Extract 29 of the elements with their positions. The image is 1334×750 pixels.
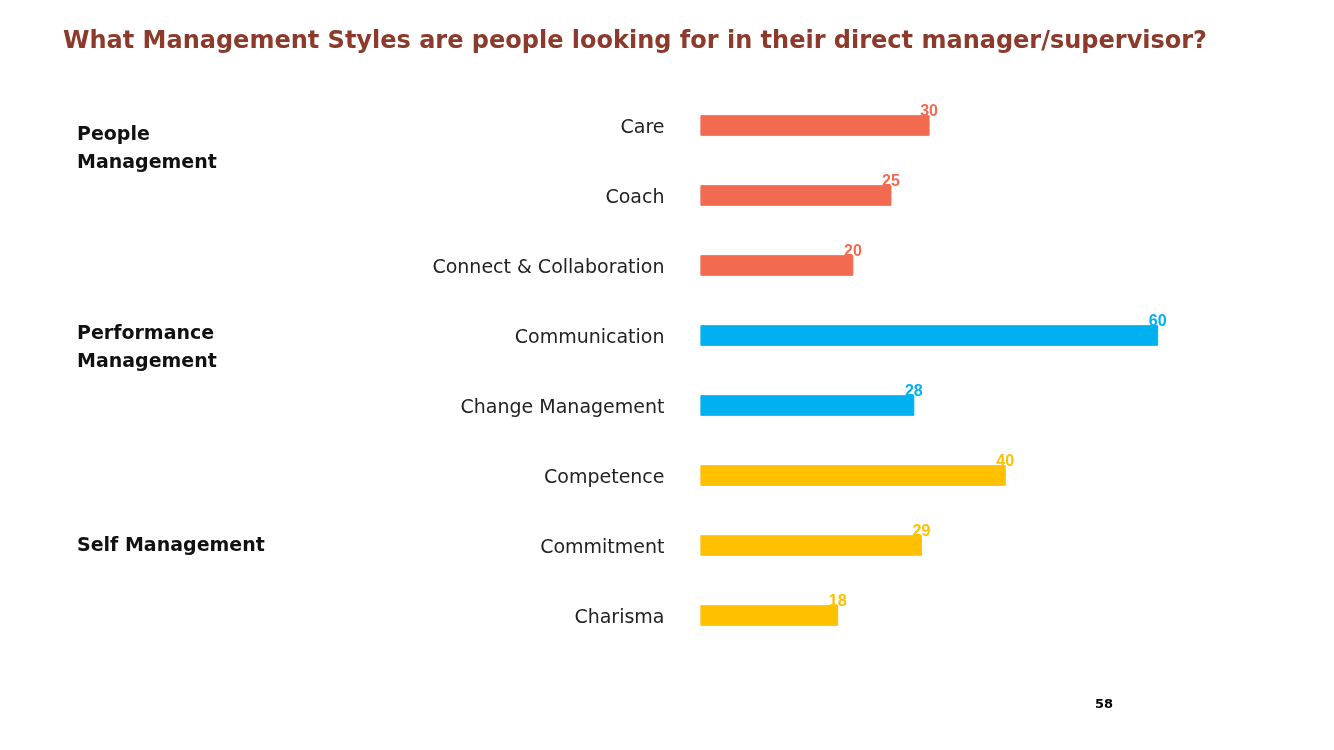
y-tick-label: Care (620, 114, 665, 137)
text: Self Management (77, 531, 266, 557)
data-label: 18 (828, 591, 847, 609)
data-label: 28 (904, 381, 923, 399)
data-label: 29 (912, 521, 931, 539)
bar (700, 395, 915, 416)
data-label: 60 (1148, 311, 1167, 329)
y-tick-label: Coach (605, 184, 665, 207)
data-label: 40 (996, 451, 1015, 469)
chart-title: What Management Styles are people looking for in their direct manager/supervisor? (63, 25, 1208, 56)
bar (700, 255, 854, 276)
text: Performance Management (77, 319, 218, 373)
y-tick-label: Change Management (460, 394, 665, 417)
text: 58 (1095, 695, 1114, 713)
bar (700, 325, 1159, 346)
data-label: 30 (920, 101, 939, 119)
text: People Management (77, 120, 218, 174)
y-tick-label: Competence (544, 464, 665, 487)
data-label: 20 (843, 241, 862, 259)
y-tick-label: Communication (514, 324, 665, 347)
bar (700, 185, 892, 206)
data-label: 25 (882, 171, 900, 189)
bar (700, 465, 1006, 486)
y-tick-label: Charisma (574, 604, 665, 627)
bar (700, 535, 922, 556)
y-tick-label: Connect & Collaboration (432, 254, 665, 277)
y-tick-label: Commitment (540, 534, 665, 557)
bar (700, 605, 839, 626)
bar (700, 115, 930, 136)
